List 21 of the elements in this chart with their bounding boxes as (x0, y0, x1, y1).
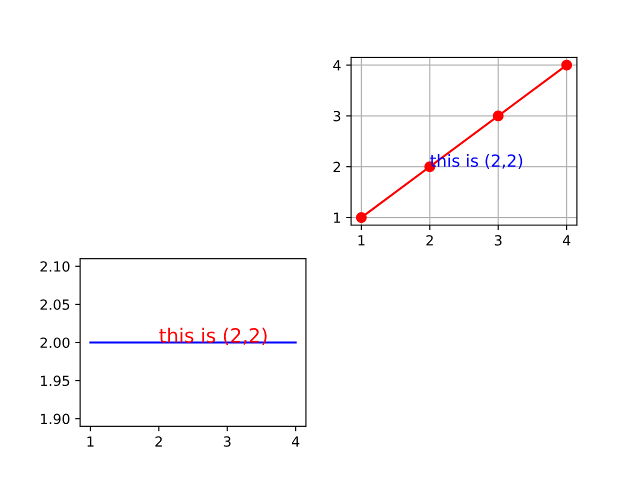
x-tick-label: 3 (224, 436, 231, 447)
point (492, 110, 504, 122)
x-tick-label: 2 (426, 235, 433, 246)
x-tick-label: 4 (292, 436, 300, 447)
y-tick-label: 2.05 (40, 299, 70, 310)
point (356, 212, 367, 223)
y-tick-label: 3 (334, 110, 340, 122)
annotation: this is (2,2) (159, 328, 267, 346)
y-tick-label: 2 (334, 162, 340, 172)
x-tick-label: 4 (562, 235, 570, 246)
y-tick-label: 4 (333, 60, 341, 70)
y-tick-label: 2.00 (40, 337, 70, 348)
x-tick-label: 2 (155, 436, 162, 447)
y-tick-label: 2.10 (40, 261, 70, 272)
y-tick-label: 1 (334, 212, 340, 223)
y-tick-label: 1.95 (41, 376, 70, 386)
point (561, 60, 572, 70)
x-tick-label: 1 (358, 235, 364, 246)
y-tick-label: 1.90 (41, 414, 70, 424)
x-tick-label: 3 (494, 235, 502, 246)
x-tick-label: 1 (87, 436, 94, 447)
